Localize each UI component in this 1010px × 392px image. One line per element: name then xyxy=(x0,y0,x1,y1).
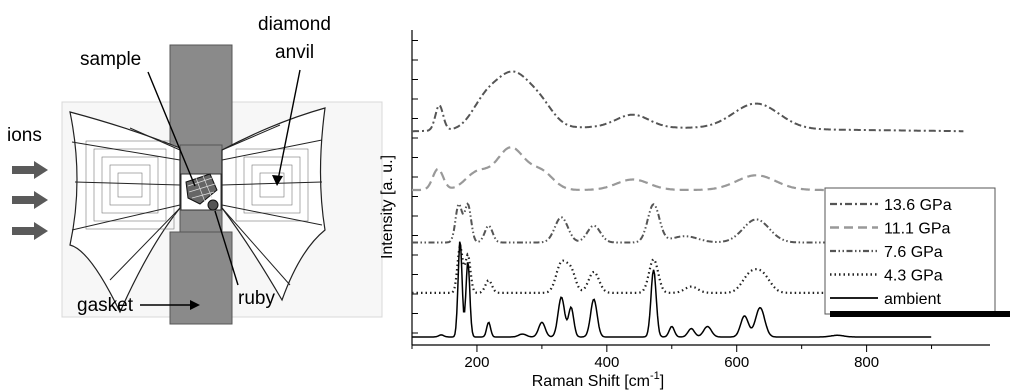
ion-arrow xyxy=(12,191,48,209)
anvil-label: anvil xyxy=(275,42,314,63)
x-tick-label: 200 xyxy=(464,354,489,371)
ion-arrow xyxy=(12,222,48,240)
legend-label: 7.6 GPa xyxy=(884,244,943,261)
sample-pointer xyxy=(147,71,196,187)
series-line-5 xyxy=(412,241,932,338)
diamond-anvil-cell-diagram: ions sample diamond anvil gasket ruby xyxy=(7,14,383,325)
diamond-label: diamond xyxy=(258,14,331,35)
x-tick-label: 600 xyxy=(724,354,749,371)
y-axis-label: Intensity [a. u.] xyxy=(379,155,396,259)
ions-label: ions xyxy=(7,125,42,146)
x-tick-label: 800 xyxy=(854,354,879,371)
legend-label: 4.3 GPa xyxy=(884,268,943,285)
anvil-arrowhead xyxy=(272,175,283,186)
ion-arrows xyxy=(12,161,48,240)
gasket-arrowhead xyxy=(190,300,200,310)
ruby-label: ruby xyxy=(238,288,275,309)
series-line-2 xyxy=(412,146,964,192)
legend-label: 13.6 GPa xyxy=(884,197,952,214)
legend: 13.6 GPa 11.1 GPa 7.6 GPa 4.3 GPa ambient xyxy=(824,187,1010,317)
legend-label: 11.1 GPa xyxy=(884,221,951,238)
x-axis-label-text: Raman Shift [cm xyxy=(532,373,650,390)
legend-label: ambient xyxy=(884,291,941,308)
sample-label: sample xyxy=(80,49,141,70)
series-line-1 xyxy=(412,70,964,133)
legend-items: 13.6 GPa 11.1 GPa 7.6 GPa 4.3 GPa ambient xyxy=(830,197,952,308)
x-axis-label: Raman Shift [cm-1] xyxy=(532,370,665,390)
ruby-shape xyxy=(207,199,219,211)
left-diamond-anvil xyxy=(69,111,181,314)
x-axis-label-sup: -1 xyxy=(650,370,660,382)
gasket-label: gasket xyxy=(77,295,134,316)
ruby-pointer xyxy=(214,210,239,286)
right-diamond-anvil xyxy=(221,107,326,302)
x-tick-label: 400 xyxy=(594,354,619,371)
series-line-3 xyxy=(412,202,964,244)
raman-chart: 200 400 600 800 Intensity [a. u.] Raman Shi… xyxy=(379,30,1010,390)
anvil-pointer xyxy=(277,69,301,181)
x-axis-label-end: ] xyxy=(660,373,664,390)
ion-arrow xyxy=(12,161,48,179)
plot-axes: 200 400 600 800 xyxy=(411,30,990,371)
